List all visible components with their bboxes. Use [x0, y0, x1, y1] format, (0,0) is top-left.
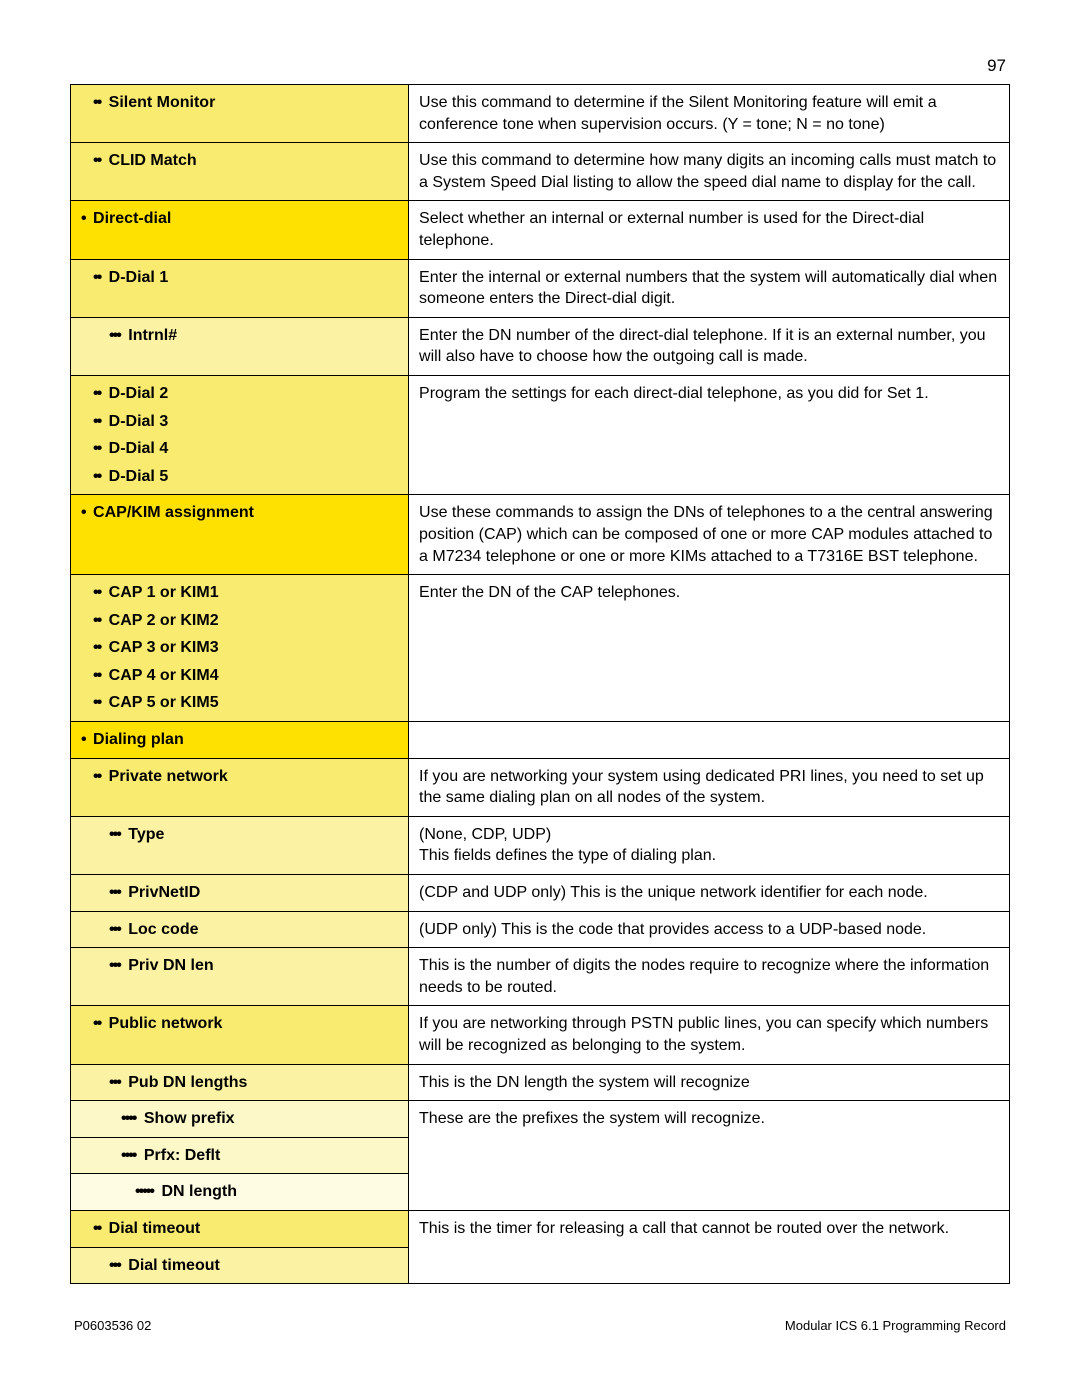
- row-label: •• CLID Match: [71, 143, 409, 201]
- row-label: ••• Priv DN len: [71, 948, 409, 1006]
- table-row: ••• Intrnl#Enter the DN number of the di…: [71, 317, 1010, 375]
- row-label: ••• PrivNetID: [71, 875, 409, 912]
- table-row: •• D-Dial 2•• D-Dial 3•• D-Dial 4•• D-Di…: [71, 375, 1010, 494]
- table-row: •• Public networkIf you are networking t…: [71, 1006, 1010, 1064]
- row-description: These are the prefixes the system will r…: [409, 1101, 1010, 1211]
- row-description: This is the timer for releasing a call t…: [409, 1210, 1010, 1283]
- page-footer: P0603536 02 Modular ICS 6.1 Programming …: [70, 1318, 1010, 1333]
- row-label: •••• Prfx: Deflt: [71, 1137, 409, 1174]
- row-description: If you are networking your system using …: [409, 758, 1010, 816]
- row-description: Enter the internal or external numbers t…: [409, 259, 1010, 317]
- row-description: (CDP and UDP only) This is the unique ne…: [409, 875, 1010, 912]
- footer-right: Modular ICS 6.1 Programming Record: [785, 1318, 1006, 1333]
- table-row: ••• Type(None, CDP, UDP)This fields defi…: [71, 816, 1010, 874]
- table-row: •• Private networkIf you are networking …: [71, 758, 1010, 816]
- page-number: 97: [70, 56, 1010, 76]
- table-row: • Dialing plan: [71, 722, 1010, 759]
- row-label: ••• Dial timeout: [71, 1247, 409, 1284]
- row-description: Select whether an internal or external n…: [409, 201, 1010, 259]
- row-label: •• D-Dial 1: [71, 259, 409, 317]
- row-description: Program the settings for each direct-dia…: [409, 375, 1010, 494]
- table-row: ••• Priv DN lenThis is the number of dig…: [71, 948, 1010, 1006]
- row-label: • Direct-dial: [71, 201, 409, 259]
- row-label: •• Silent Monitor: [71, 85, 409, 143]
- row-description: Use this command to determine how many d…: [409, 143, 1010, 201]
- row-label: •• D-Dial 2•• D-Dial 3•• D-Dial 4•• D-Di…: [71, 375, 409, 494]
- table-row: •• CAP 1 or KIM1•• CAP 2 or KIM2•• CAP 3…: [71, 575, 1010, 722]
- row-label: •• Private network: [71, 758, 409, 816]
- row-label: •• CAP 1 or KIM1•• CAP 2 or KIM2•• CAP 3…: [71, 575, 409, 722]
- row-description: Use this command to determine if the Sil…: [409, 85, 1010, 143]
- row-label: ••• Type: [71, 816, 409, 874]
- table-row: ••• Pub DN lengthsThis is the DN length …: [71, 1064, 1010, 1101]
- table-row: • CAP/KIM assignmentUse these commands t…: [71, 495, 1010, 575]
- row-description: This is the DN length the system will re…: [409, 1064, 1010, 1101]
- row-label: • CAP/KIM assignment: [71, 495, 409, 575]
- table-row: ••• PrivNetID(CDP and UDP only) This is …: [71, 875, 1010, 912]
- row-description: (UDP only) This is the code that provide…: [409, 911, 1010, 948]
- table-row: ••• Loc code(UDP only) This is the code …: [71, 911, 1010, 948]
- footer-left: P0603536 02: [74, 1318, 151, 1333]
- row-description: Use these commands to assign the DNs of …: [409, 495, 1010, 575]
- table-row: • Direct-dialSelect whether an internal …: [71, 201, 1010, 259]
- table-row: •• D-Dial 1Enter the internal or externa…: [71, 259, 1010, 317]
- row-label: •• Public network: [71, 1006, 409, 1064]
- table-row: •• Dial timeoutThis is the timer for rel…: [71, 1210, 1010, 1247]
- row-description: Enter the DN number of the direct-dial t…: [409, 317, 1010, 375]
- row-description: This is the number of digits the nodes r…: [409, 948, 1010, 1006]
- programming-table: •• Silent MonitorUse this command to det…: [70, 84, 1010, 1284]
- page: 97 •• Silent MonitorUse this command to …: [0, 0, 1080, 1373]
- table-row: •• CLID MatchUse this command to determi…: [71, 143, 1010, 201]
- row-description: [409, 722, 1010, 759]
- row-label: •••• Show prefix: [71, 1101, 409, 1138]
- row-label: ••• Intrnl#: [71, 317, 409, 375]
- row-label: ••• Pub DN lengths: [71, 1064, 409, 1101]
- table-row: •••• Show prefixThese are the prefixes t…: [71, 1101, 1010, 1138]
- table-row: •• Silent MonitorUse this command to det…: [71, 85, 1010, 143]
- row-description: If you are networking through PSTN publi…: [409, 1006, 1010, 1064]
- row-description: (None, CDP, UDP)This fields defines the …: [409, 816, 1010, 874]
- row-label: ••• Loc code: [71, 911, 409, 948]
- row-description: Enter the DN of the CAP telephones.: [409, 575, 1010, 722]
- row-label: • Dialing plan: [71, 722, 409, 759]
- row-label: •• Dial timeout: [71, 1210, 409, 1247]
- row-label: ••••• DN length: [71, 1174, 409, 1211]
